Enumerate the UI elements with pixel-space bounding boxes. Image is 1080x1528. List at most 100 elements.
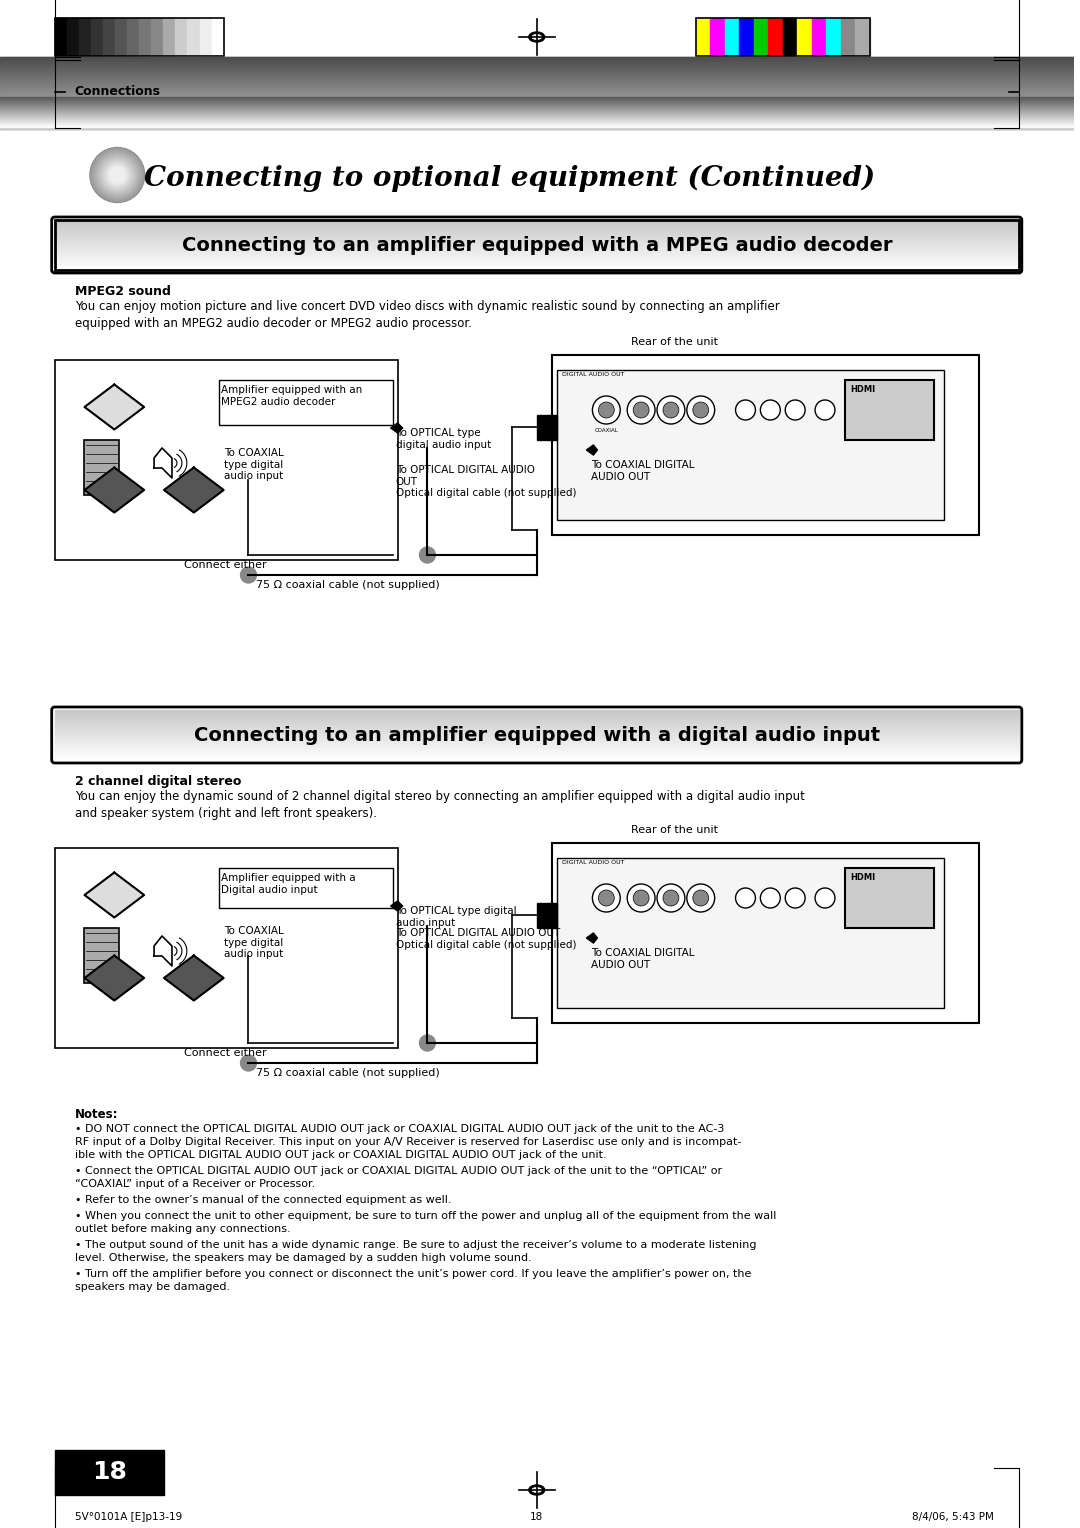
Bar: [0, 76, 1074, 78]
Ellipse shape: [98, 156, 137, 194]
Text: Amplifier equipped with a
Digital audio input: Amplifier equipped with a Digital audio …: [220, 872, 355, 894]
Polygon shape: [154, 937, 172, 966]
Bar: [0, 121, 1074, 122]
Bar: [0, 104, 1074, 105]
Text: • DO NOT connect the OPTICAL DIGITAL AUDIO OUT jack or COAXIAL DIGITAL AUDIO OUT: • DO NOT connect the OPTICAL DIGITAL AUD…: [75, 1125, 741, 1160]
Polygon shape: [164, 468, 224, 512]
Ellipse shape: [99, 157, 135, 193]
Text: HDMI: HDMI: [850, 385, 875, 394]
Bar: [0, 113, 1074, 115]
Bar: [826, 18, 840, 57]
Bar: [768, 18, 783, 57]
Bar: [139, 18, 151, 57]
Bar: [0, 96, 1074, 98]
Bar: [0, 58, 1074, 61]
Bar: [55, 18, 224, 57]
Ellipse shape: [95, 153, 139, 197]
Polygon shape: [154, 448, 172, 478]
Ellipse shape: [109, 167, 125, 183]
Polygon shape: [586, 445, 597, 455]
Text: 8/4/06, 5:43 PM: 8/4/06, 5:43 PM: [913, 1513, 994, 1522]
Bar: [845, 868, 934, 927]
Bar: [725, 18, 740, 57]
Bar: [0, 57, 1074, 128]
Bar: [0, 72, 1074, 73]
Text: Rear of the unit: Rear of the unit: [631, 338, 718, 347]
Text: Connect either: Connect either: [184, 559, 267, 570]
Circle shape: [419, 547, 435, 562]
Text: Connections: Connections: [75, 86, 161, 98]
Circle shape: [692, 402, 708, 419]
Text: To OPTICAL DIGITAL AUDIO
OUT
Optical digital cable (not supplied): To OPTICAL DIGITAL AUDIO OUT Optical dig…: [395, 465, 576, 498]
Bar: [812, 18, 826, 57]
Ellipse shape: [94, 151, 140, 199]
Text: Connecting to optional equipment (Continued): Connecting to optional equipment (Contin…: [144, 165, 875, 191]
Text: 5V°0101A [E]p13-19: 5V°0101A [E]p13-19: [75, 1513, 181, 1522]
Bar: [0, 70, 1074, 72]
Bar: [0, 75, 1074, 76]
Bar: [0, 61, 1074, 63]
Bar: [103, 18, 114, 57]
Text: • Connect the OPTICAL DIGITAL AUDIO OUT jack or COAXIAL DIGITAL AUDIO OUT jack o: • Connect the OPTICAL DIGITAL AUDIO OUT …: [75, 1166, 721, 1189]
Text: Connecting to an amplifier equipped with a digital audio input: Connecting to an amplifier equipped with…: [193, 726, 880, 744]
Circle shape: [692, 889, 708, 906]
Polygon shape: [84, 468, 144, 512]
Bar: [163, 18, 175, 57]
Bar: [0, 112, 1074, 113]
Text: 18: 18: [530, 1513, 543, 1522]
Ellipse shape: [97, 154, 137, 196]
Text: Connecting to an amplifier equipped with a MPEG audio decoder: Connecting to an amplifier equipped with…: [181, 235, 892, 255]
Circle shape: [760, 400, 780, 420]
Circle shape: [815, 400, 835, 420]
Bar: [127, 18, 139, 57]
Bar: [151, 18, 163, 57]
Bar: [188, 18, 200, 57]
Bar: [55, 18, 67, 57]
Bar: [556, 370, 944, 520]
Text: COAXIAL: COAXIAL: [594, 428, 618, 432]
Bar: [0, 67, 1074, 70]
Bar: [0, 95, 1074, 96]
Bar: [0, 98, 1074, 101]
Bar: [218, 868, 393, 908]
Ellipse shape: [529, 32, 544, 41]
Text: • Refer to the owner’s manual of the connected equipment as well.: • Refer to the owner’s manual of the con…: [75, 1195, 451, 1206]
Bar: [114, 18, 127, 57]
Bar: [556, 859, 944, 1008]
Polygon shape: [391, 902, 403, 911]
Bar: [0, 63, 1074, 64]
Circle shape: [241, 1054, 256, 1071]
Bar: [0, 107, 1074, 108]
Text: • The output sound of the unit has a wide dynamic range. Be sure to adjust the r: • The output sound of the unit has a wid…: [75, 1241, 756, 1262]
Circle shape: [735, 400, 755, 420]
Bar: [218, 380, 393, 425]
Ellipse shape: [96, 153, 138, 197]
Bar: [0, 92, 1074, 93]
Bar: [0, 86, 1074, 87]
Bar: [175, 18, 188, 57]
Bar: [0, 127, 1074, 128]
Text: Notes:: Notes:: [75, 1108, 118, 1122]
Ellipse shape: [531, 1487, 542, 1493]
Bar: [0, 118, 1074, 121]
Text: You can enjoy motion picture and live concert DVD video discs with dynamic reali: You can enjoy motion picture and live co…: [75, 299, 780, 330]
Circle shape: [419, 1034, 435, 1051]
Ellipse shape: [102, 159, 133, 191]
Bar: [91, 18, 103, 57]
Bar: [55, 848, 397, 1048]
Bar: [711, 18, 725, 57]
Ellipse shape: [108, 165, 126, 185]
Ellipse shape: [104, 162, 131, 188]
Text: MPEG2 sound: MPEG2 sound: [75, 286, 171, 298]
Ellipse shape: [105, 162, 130, 188]
Bar: [55, 220, 1018, 270]
Bar: [79, 18, 91, 57]
Text: HDMI: HDMI: [850, 872, 875, 882]
Circle shape: [598, 402, 615, 419]
Bar: [0, 81, 1074, 83]
Circle shape: [593, 885, 620, 912]
Ellipse shape: [99, 156, 136, 194]
Text: Connect either: Connect either: [184, 1048, 267, 1057]
Circle shape: [593, 396, 620, 423]
Bar: [552, 354, 980, 535]
